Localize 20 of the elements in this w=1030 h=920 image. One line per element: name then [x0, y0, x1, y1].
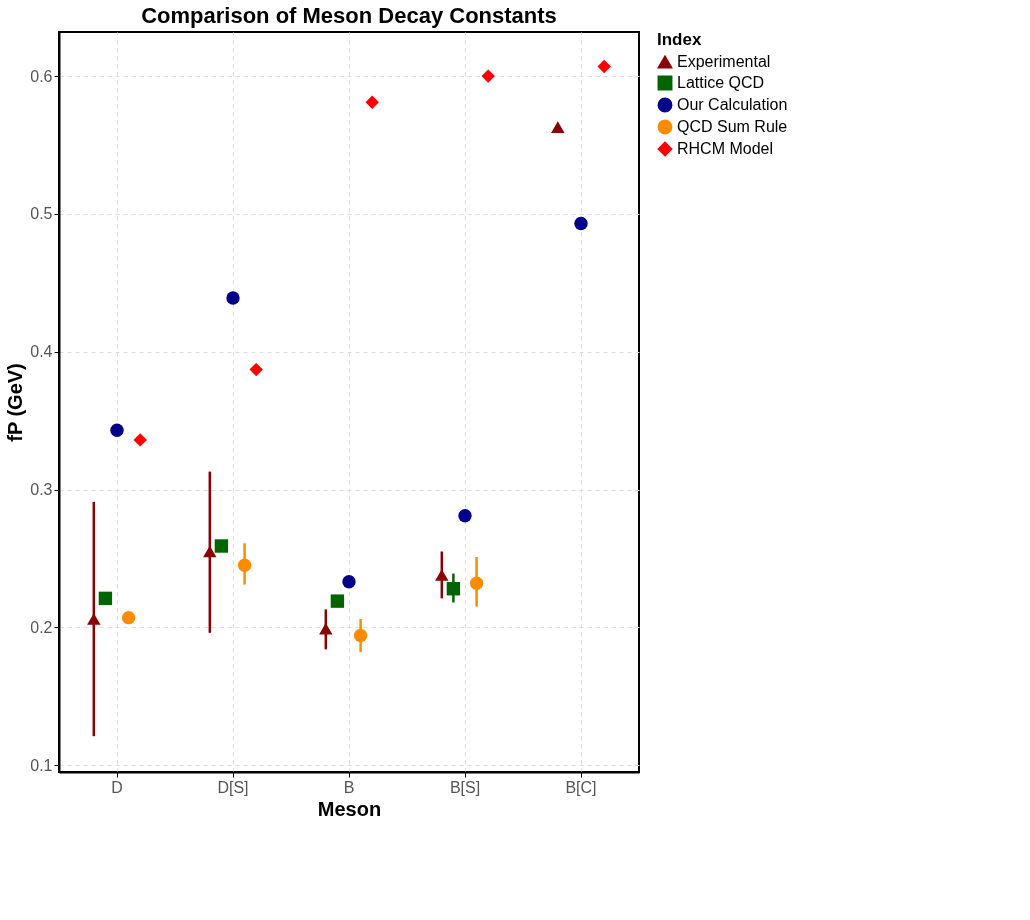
x-tick-label: B[C]	[565, 778, 597, 796]
chart-title: Comparison of Meson Decay Constants	[141, 3, 557, 28]
legend-label: Our Calculation	[677, 96, 788, 113]
y-tick-label: 0.3	[30, 481, 53, 498]
y-tick-label: 0.2	[30, 618, 53, 636]
x-tick-label: B	[343, 778, 355, 796]
y-tick-label: 0.5	[30, 205, 53, 223]
legend-label: RHCM Model	[677, 140, 774, 157]
legend-title: Index	[657, 30, 702, 49]
x-tick-label: D[S]	[217, 778, 249, 796]
x-axis-title: Meson	[317, 797, 382, 820]
y-tick-label: 0.1	[30, 756, 53, 774]
y-axis-title: fP (GeV)	[4, 363, 27, 442]
y-tick-label: 0.6	[30, 67, 53, 85]
legend-label: Lattice QCD	[677, 74, 765, 91]
x-tick-label: B[S]	[449, 778, 481, 796]
legend-label: QCD Sum Rule	[677, 118, 788, 135]
legend-label: Experimental	[677, 53, 771, 70]
y-tick-label: 0.4	[30, 343, 53, 361]
x-tick-label: D	[111, 778, 123, 796]
